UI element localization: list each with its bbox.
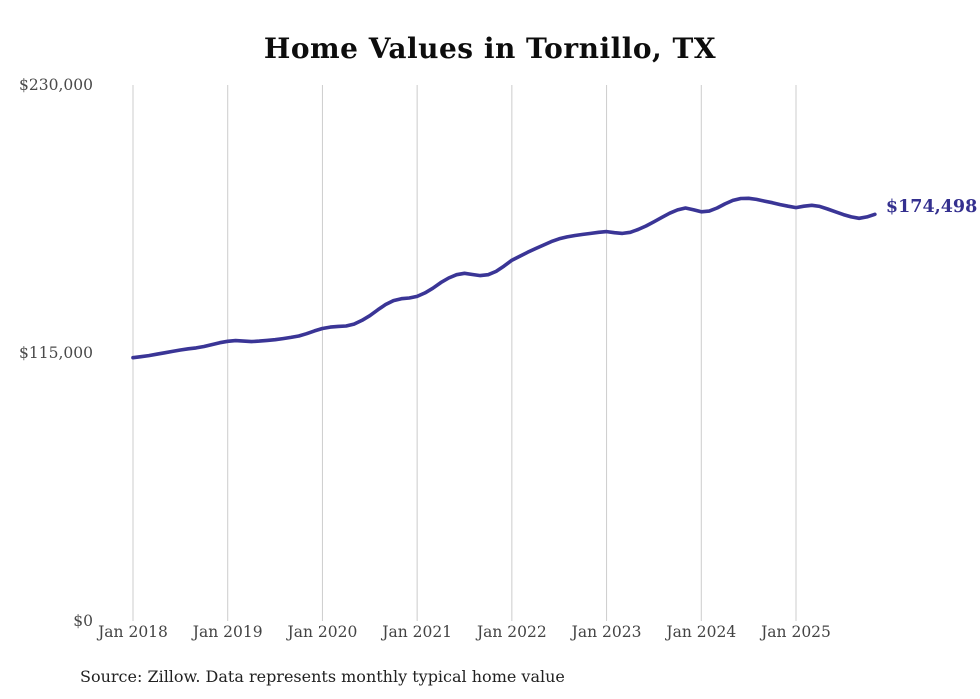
x-axis-tick-label: Jan 2025: [761, 623, 831, 641]
home-value-series-line: [131, 196, 877, 360]
x-axis-tick-label: Jan 2023: [571, 623, 642, 641]
y-axis-tick-115000: $115,000: [19, 344, 93, 362]
x-axis-tick-label: Jan 2020: [287, 623, 358, 641]
x-axis-tick-label: Jan 2022: [476, 623, 547, 641]
source-note: Source: Zillow. Data represents monthly …: [80, 667, 565, 686]
x-axis-tick-label: Jan 2024: [666, 623, 737, 641]
x-axis-tick-label: Jan 2018: [98, 623, 168, 641]
y-axis-tick-0: $0: [73, 612, 93, 630]
x-axis-tick-label: Jan 2019: [192, 623, 263, 641]
x-axis-tick-label: Jan 2021: [382, 623, 453, 641]
latest-value-label: $174,498: [885, 197, 978, 218]
chart-title: Home Values in Tornillo, TX: [263, 32, 717, 65]
y-axis-tick-230000: $230,000: [19, 76, 93, 94]
